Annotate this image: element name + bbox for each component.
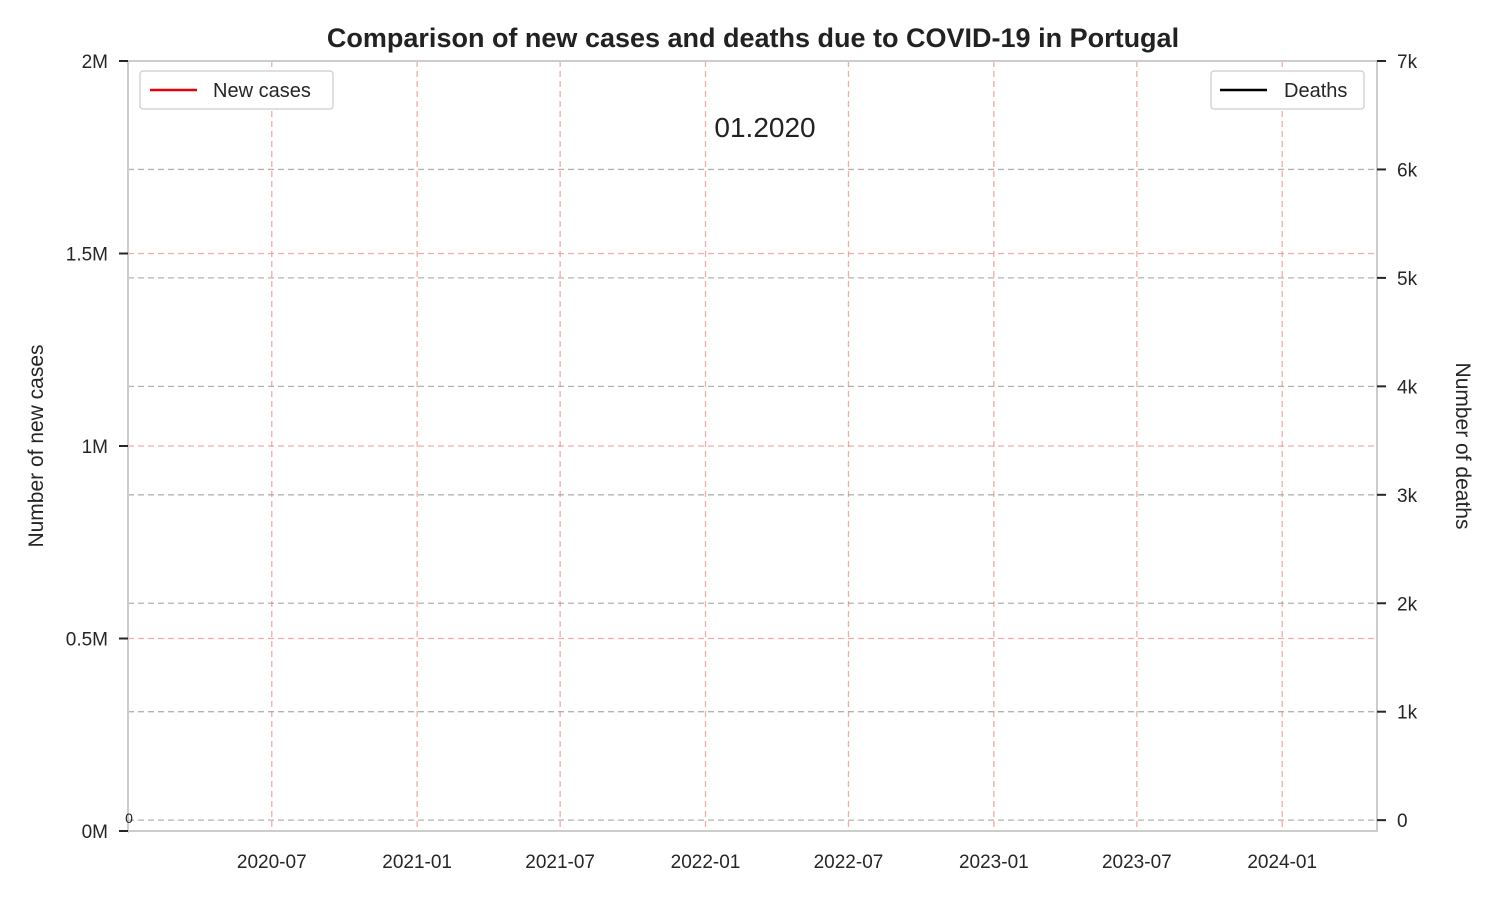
y2-tick-label: 2k: [1397, 594, 1418, 615]
legend-label-new-cases: New cases: [213, 80, 311, 102]
x-tick-label: 2021-01: [382, 852, 452, 873]
y2-tick-label: 3k: [1397, 486, 1418, 507]
x-tick-label: 2023-07: [1102, 852, 1172, 873]
y2-tick-label: 4k: [1397, 377, 1418, 398]
x-tick-label: 2022-07: [814, 852, 884, 873]
y2-tick-label: 0: [1397, 811, 1408, 832]
x-tick-label: 2021-07: [525, 852, 595, 873]
x-tick-label: 2024-01: [1247, 852, 1317, 873]
legend-deaths: Deaths: [1210, 70, 1365, 110]
y-tick-label: 1M: [82, 437, 108, 458]
y2-axis-ticks: 0 1k 2k 3k 4k 5k 6k 7k: [1377, 52, 1418, 832]
y-axis-label: Number of new cases: [25, 344, 48, 547]
x-tick-label: 2022-01: [671, 852, 741, 873]
legend-new-cases: New cases: [139, 70, 334, 110]
y2-tick-label: 1k: [1397, 703, 1418, 724]
y-tick-label: 2M: [82, 52, 108, 73]
y-tick-label: 1.5M: [66, 245, 108, 266]
y2-gridlines: [128, 168, 1377, 821]
legend-label-deaths: Deaths: [1284, 80, 1347, 102]
x-tick-label: 2023-01: [959, 852, 1029, 873]
y2-tick-label: 7k: [1397, 52, 1418, 73]
y2-axis-label: Number of deaths: [1451, 363, 1474, 530]
x-tick-label: 2020-07: [237, 852, 307, 873]
y2-tick-label: 6k: [1397, 160, 1418, 181]
y2-tick-label: 5k: [1397, 269, 1418, 290]
date-annotation: 01.2020: [714, 112, 815, 143]
y-tick-label: 0M: [82, 822, 108, 843]
legend-box: [1210, 70, 1365, 110]
legend-box: [139, 70, 334, 110]
point-annotation: 0: [125, 810, 133, 826]
y-tick-label: 0.5M: [66, 630, 108, 651]
y-axis-ticks: 0M 0.5M 1M 1.5M 2M: [66, 52, 128, 843]
y-gridlines: [128, 252, 1377, 640]
chart-title: Comparison of new cases and deaths due t…: [327, 23, 1179, 53]
x-axis-ticks: 2020-07 2021-01 2021-07 2022-01 2022-07 2023-…: [237, 852, 1317, 873]
